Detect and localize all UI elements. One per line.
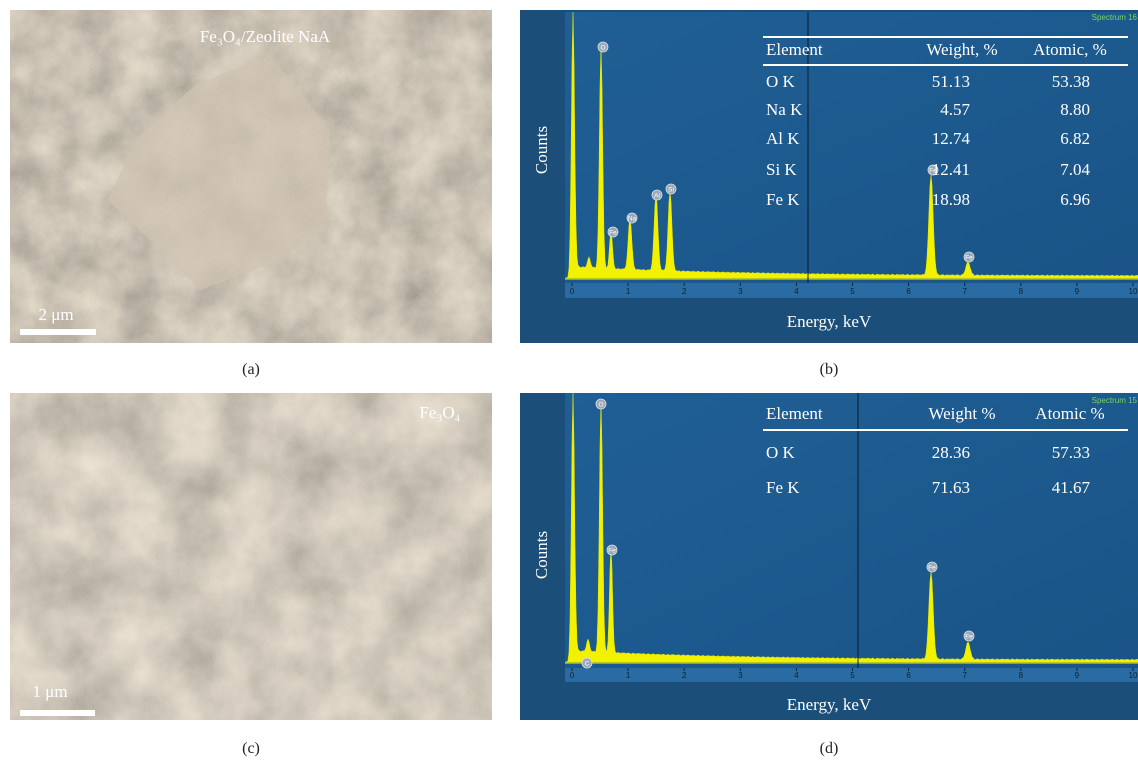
- peak-label: O: [600, 45, 605, 52]
- x-axis-label: Energy, keV: [787, 695, 872, 714]
- table-cell: 53.38: [1052, 72, 1090, 91]
- table-cell: Al K: [766, 129, 800, 148]
- table-header: Element: [766, 404, 823, 423]
- scale-bar-label: 2 μm: [38, 305, 73, 324]
- table-cell: 28.36: [932, 443, 970, 462]
- x-tick-label: 6: [906, 671, 911, 680]
- x-tick-label: 4: [794, 671, 799, 680]
- x-tick-label: 8: [1019, 671, 1024, 680]
- peak-label: Si: [668, 187, 674, 194]
- panel-label: (d): [820, 740, 839, 757]
- peak-label: C: [585, 661, 590, 668]
- peak-label: Na: [628, 216, 637, 223]
- x-tick-label: 6: [906, 287, 911, 296]
- table-cell: 71.63: [932, 478, 970, 497]
- y-axis-label: Counts: [532, 531, 551, 579]
- x-tick-label: 10: [1129, 671, 1138, 680]
- table-header: Element: [766, 40, 823, 59]
- sem-image-c: [10, 393, 492, 720]
- x-tick-label: 1: [626, 287, 631, 296]
- x-tick-label: 5: [850, 287, 855, 296]
- panel-label: (b): [820, 361, 839, 378]
- x-tick-label: 8: [1019, 287, 1024, 296]
- peak-label: Fe: [608, 548, 616, 555]
- x-tick-label: 10: [1129, 287, 1138, 296]
- x-tick-label: 2: [682, 287, 687, 296]
- peak-label: O: [598, 402, 603, 409]
- x-tick-label: 9: [1075, 287, 1080, 296]
- table-cell: 12.41: [932, 160, 970, 179]
- x-tick-label: 7: [962, 287, 967, 296]
- table-cell: O K: [766, 443, 796, 462]
- table-cell: 8.80: [1060, 100, 1090, 119]
- table-header: Atomic %: [1035, 404, 1104, 423]
- panel-label: (c): [242, 740, 260, 757]
- x-tick-label: 1: [626, 671, 631, 680]
- x-tick-label: 3: [738, 287, 743, 296]
- spectrum-name: Spectrum 16: [1092, 13, 1138, 22]
- x-tick-label: 4: [794, 287, 799, 296]
- scale-bar: [20, 710, 95, 716]
- plot-area: [565, 393, 1138, 668]
- table-cell: 4.57: [940, 100, 970, 119]
- table-cell: 7.04: [1060, 160, 1090, 179]
- table-cell: 6.96: [1060, 190, 1090, 209]
- table-cell: 6.82: [1060, 129, 1090, 148]
- y-axis-label: Counts: [532, 126, 551, 174]
- peak-label: Fe: [609, 230, 617, 237]
- table-cell: O K: [766, 72, 796, 91]
- table-cell: 41.67: [1052, 478, 1091, 497]
- peak-label: Al: [654, 193, 660, 200]
- x-tick-label: 2: [682, 671, 687, 680]
- peak-label: Fe: [965, 634, 973, 641]
- caption: Fe₃O₄: [419, 403, 460, 422]
- x-tick-label: 3: [738, 671, 743, 680]
- figure: Fe₃O₄/Zeolite NaA 2 μm (a) Fe₃O₄ 1 μm (c…: [0, 0, 1138, 760]
- table-cell: 12.74: [932, 129, 971, 148]
- x-tick-label: 5: [850, 671, 855, 680]
- panel-label: (a): [242, 361, 260, 378]
- table-cell: Na K: [766, 100, 803, 119]
- peak-label: Fe: [928, 565, 936, 572]
- table-header: Weight, %: [926, 40, 997, 59]
- table-cell: Fe K: [766, 190, 800, 209]
- sem-image-a: [10, 10, 492, 343]
- table-cell: 57.33: [1052, 443, 1090, 462]
- table-header: Weight %: [928, 404, 995, 423]
- scale-bar-label: 1 μm: [32, 682, 67, 701]
- x-tick-label: 0: [570, 287, 575, 296]
- x-tick-label: 0: [570, 671, 575, 680]
- table-cell: Si K: [766, 160, 797, 179]
- x-tick-label: 7: [962, 671, 967, 680]
- caption: Fe₃O₄/Zeolite NaA: [200, 27, 331, 46]
- x-tick-label: 9: [1075, 671, 1080, 680]
- x-axis-label: Energy, keV: [787, 312, 872, 331]
- peak-label: Fe: [965, 255, 973, 262]
- table-cell: 18.98: [932, 190, 970, 209]
- table-cell: 51.13: [932, 72, 970, 91]
- scale-bar: [20, 329, 96, 335]
- table-header: Atomic, %: [1033, 40, 1107, 59]
- table-cell: Fe K: [766, 478, 800, 497]
